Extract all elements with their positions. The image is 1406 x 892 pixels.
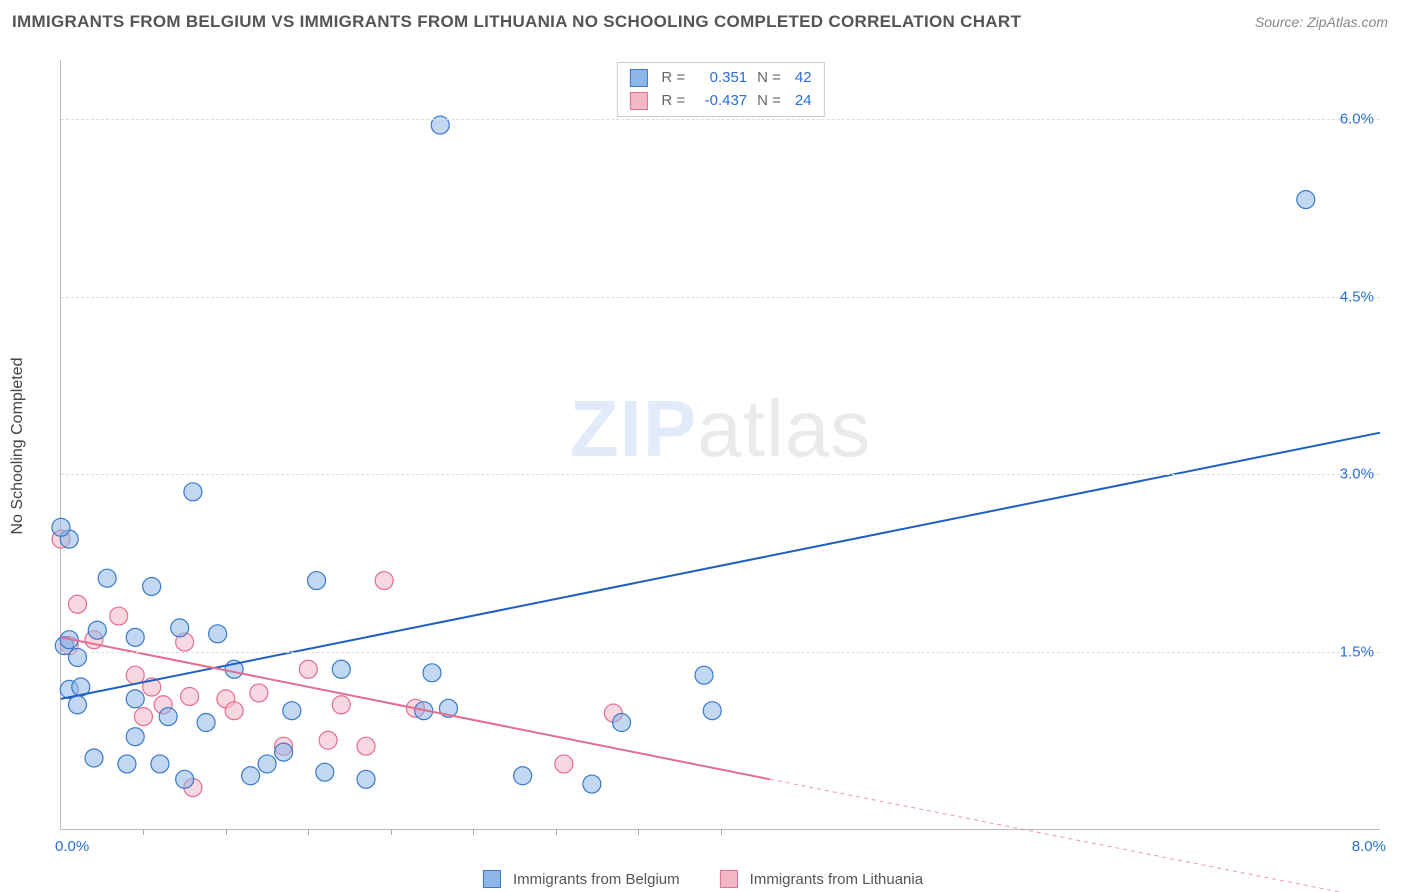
legend-swatch-belgium	[483, 870, 501, 888]
legend-swatch-lithuania	[720, 870, 738, 888]
swatch-belgium	[629, 69, 647, 87]
data-point	[184, 483, 202, 501]
x-tick	[143, 829, 144, 835]
source-credit: Source: ZipAtlas.com	[1255, 14, 1388, 30]
bottom-legend: Immigrants from Belgium Immigrants from …	[483, 870, 923, 888]
data-point	[68, 696, 86, 714]
data-point	[68, 595, 86, 613]
x-tick	[308, 829, 309, 835]
chart-svg	[61, 60, 1380, 829]
data-point	[695, 666, 713, 684]
data-point	[171, 619, 189, 637]
source-value: ZipAtlas.com	[1307, 14, 1388, 30]
data-point	[197, 714, 215, 732]
data-point	[275, 743, 293, 761]
trend-line	[61, 433, 1380, 699]
data-point	[316, 763, 334, 781]
data-point	[258, 755, 276, 773]
stats-row-belgium: R = 0.351 N = 42	[629, 67, 811, 90]
data-point	[357, 737, 375, 755]
x-tick-min: 0.0%	[55, 838, 89, 855]
r-label-1: R =	[661, 90, 685, 113]
data-point	[126, 690, 144, 708]
data-point	[555, 755, 573, 773]
data-point	[176, 770, 194, 788]
data-point	[319, 731, 337, 749]
n-value-0: 42	[795, 67, 812, 90]
n-label-0: N =	[757, 67, 781, 90]
data-point	[225, 702, 243, 720]
r-value-1: -0.437	[695, 90, 747, 113]
data-point	[283, 702, 301, 720]
gridline	[61, 119, 1380, 120]
data-point	[703, 702, 721, 720]
x-tick	[473, 829, 474, 835]
y-tick-label: 6.0%	[1340, 111, 1374, 128]
n-value-1: 24	[795, 90, 812, 113]
legend-item-lithuania: Immigrants from Lithuania	[720, 870, 923, 888]
stats-legend-box: R = 0.351 N = 42 R = -0.437 N = 24	[616, 62, 824, 117]
data-point	[332, 696, 350, 714]
r-label-0: R =	[661, 67, 685, 90]
chart-title: IMMIGRANTS FROM BELGIUM VS IMMIGRANTS FR…	[12, 12, 1021, 32]
data-point	[242, 767, 260, 785]
gridline	[61, 297, 1380, 298]
data-point	[110, 607, 128, 625]
data-point	[514, 767, 532, 785]
data-point	[299, 660, 317, 678]
plot-area: ZIPatlas R = 0.351 N = 42 R = -0.437 N =…	[60, 60, 1380, 830]
data-point	[85, 749, 103, 767]
data-point	[134, 708, 152, 726]
data-point	[52, 518, 70, 536]
data-point	[583, 775, 601, 793]
data-point	[181, 687, 199, 705]
n-label-1: N =	[757, 90, 781, 113]
data-point	[126, 728, 144, 746]
y-axis-title: No Schooling Completed	[9, 358, 27, 535]
r-value-0: 0.351	[695, 67, 747, 90]
y-tick-label: 1.5%	[1340, 643, 1374, 660]
data-point	[98, 569, 116, 587]
data-point	[159, 708, 177, 726]
x-tick	[226, 829, 227, 835]
gridline	[61, 652, 1380, 653]
legend-label-lithuania: Immigrants from Lithuania	[750, 871, 923, 888]
data-point	[143, 577, 161, 595]
legend-item-belgium: Immigrants from Belgium	[483, 870, 680, 888]
data-point	[423, 664, 441, 682]
data-point	[1297, 191, 1315, 209]
stats-row-lithuania: R = -0.437 N = 24	[629, 90, 811, 113]
data-point	[209, 625, 227, 643]
x-tick	[556, 829, 557, 835]
x-tick	[721, 829, 722, 835]
x-tick-max: 8.0%	[1352, 838, 1386, 855]
data-point	[250, 684, 268, 702]
legend-label-belgium: Immigrants from Belgium	[513, 871, 680, 888]
data-point	[375, 572, 393, 590]
data-point	[88, 621, 106, 639]
data-point	[357, 770, 375, 788]
y-tick-label: 4.5%	[1340, 288, 1374, 305]
data-point	[126, 628, 144, 646]
data-point	[151, 755, 169, 773]
x-tick	[638, 829, 639, 835]
data-point	[308, 572, 326, 590]
gridline	[61, 474, 1380, 475]
swatch-lithuania	[629, 92, 647, 110]
source-label: Source:	[1255, 14, 1303, 30]
data-point	[118, 755, 136, 773]
y-tick-label: 3.0%	[1340, 466, 1374, 483]
x-tick	[391, 829, 392, 835]
data-point	[332, 660, 350, 678]
data-point	[126, 666, 144, 684]
data-point	[613, 714, 631, 732]
